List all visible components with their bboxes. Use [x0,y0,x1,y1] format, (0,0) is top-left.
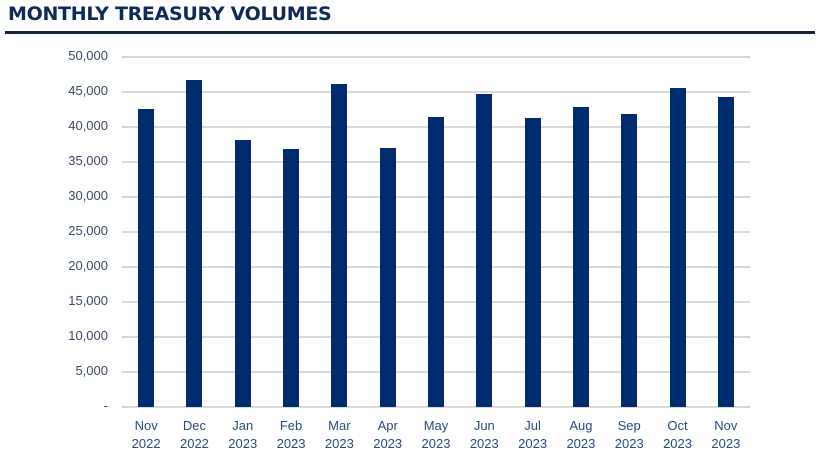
bar [621,113,638,407]
x-tick-year: 2023 [614,436,644,451]
x-tick-label: Nov 2023 [696,417,756,453]
y-tick-label: 45,000 [68,83,108,98]
bar [572,106,589,407]
x-tick-month: Dec [182,418,207,433]
gridline [122,91,750,93]
bar [283,148,300,407]
x-tick-label: Oct 2023 [648,417,708,453]
x-tick-year: 2022 [179,436,209,451]
x-tick-label: Nov 2022 [116,417,176,453]
x-tick-label: Mar 2023 [309,417,369,453]
x-tick-label: Dec 2022 [164,417,224,453]
y-tick-label: - [103,398,108,413]
gridline [122,56,750,58]
x-tick-label: Sep 2023 [599,417,659,453]
bar [234,140,251,407]
bar [524,117,541,407]
x-tick-month: Sep [617,418,641,433]
x-tick-label: Feb 2023 [261,417,321,453]
bar [138,108,155,407]
y-tick-label: 5,000 [75,363,108,378]
x-tick-month: Apr [377,418,398,433]
y-tick-label: 10,000 [68,328,108,343]
x-tick-label: Jan 2023 [213,417,273,453]
x-tick-year: 2023 [373,436,403,451]
y-tick-label: 25,000 [68,223,108,238]
bar [428,117,444,407]
chart-title: MONTHLY TREASURY VOLUMES [8,3,332,25]
x-tick-year: 2023 [324,436,354,451]
x-tick-year: 2023 [566,436,596,451]
y-tick-label: 15,000 [68,293,108,308]
bar [379,148,396,407]
x-tick-year: 2023 [711,436,741,451]
bar [186,80,203,407]
x-tick-month: Oct [667,418,688,433]
x-tick-label: May 2023 [406,417,466,453]
bar [717,96,734,407]
x-tick-label: Apr 2023 [358,417,418,453]
x-tick-month: Nov [134,418,158,433]
x-tick-month: Feb [279,418,303,433]
x-tick-year: 2023 [663,436,692,451]
x-tick-label: Jul 2023 [503,417,563,453]
x-tick-year: 2023 [228,436,258,451]
bar [476,94,493,407]
bar [331,84,348,407]
x-tick-year: 2022 [131,436,161,451]
x-tick-year: 2023 [518,436,548,451]
x-tick-month: Jan [232,418,254,433]
y-tick-label: 40,000 [68,118,108,133]
x-tick-month: Jun [473,418,495,433]
x-axis-line [122,406,750,408]
x-tick-month: Mar [328,418,351,433]
x-tick-year: 2023 [421,436,451,451]
x-tick-month: Nov [714,418,738,433]
bar [669,87,686,407]
title-underline [5,31,815,34]
x-tick-label: Jun 2023 [454,417,514,453]
y-tick-label: 50,000 [68,48,108,63]
x-tick-label: Aug 2023 [551,417,611,453]
y-tick-label: 30,000 [68,188,108,203]
x-tick-year: 2023 [276,436,306,451]
x-tick-month: Jul [524,418,541,433]
y-tick-label: 20,000 [68,258,108,273]
x-tick-year: 2023 [469,436,499,451]
x-tick-month: May [423,418,449,433]
y-tick-label: 35,000 [68,153,108,168]
x-tick-month: Aug [569,418,593,433]
